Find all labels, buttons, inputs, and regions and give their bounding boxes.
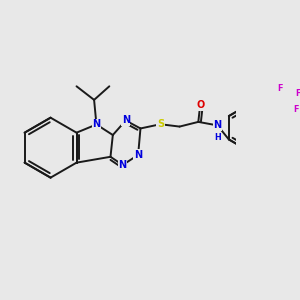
Text: O: O (196, 100, 204, 110)
Text: N: N (118, 160, 127, 170)
Text: N: N (92, 119, 101, 130)
Text: S: S (157, 119, 164, 129)
Text: N: N (214, 120, 222, 130)
Text: N: N (134, 150, 142, 160)
Text: F: F (295, 89, 300, 98)
Text: H: H (214, 133, 221, 142)
Text: F: F (277, 84, 282, 93)
Text: F: F (293, 105, 298, 114)
Text: N: N (122, 116, 130, 125)
